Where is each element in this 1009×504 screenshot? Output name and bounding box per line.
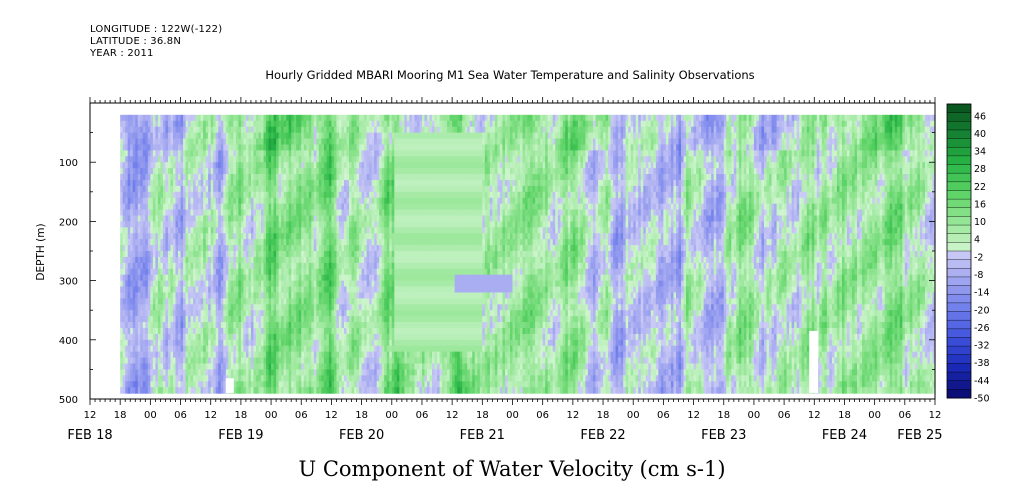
heatmap-field: [120, 115, 935, 394]
